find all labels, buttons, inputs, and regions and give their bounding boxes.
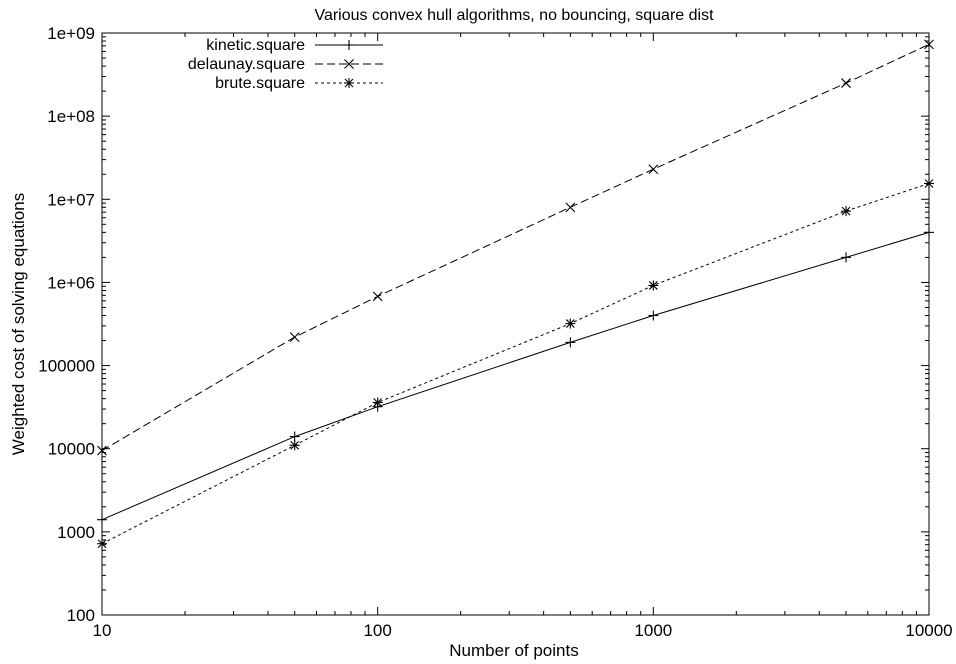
- data-point-brute.square: [565, 318, 576, 329]
- data-point-brute.square: [97, 538, 107, 549]
- data-point-kinetic.square: [648, 310, 659, 321]
- series-line-delaunay.square: [101, 43, 930, 452]
- legend-label-kinetic.square: kinetic.square: [206, 37, 305, 54]
- data-point-delaunay.square: [841, 78, 851, 88]
- legend-marker-delaunay.square: [344, 59, 354, 69]
- y-axis-title: Weighted cost of solving equations: [9, 193, 28, 455]
- x-axis-title: Number of points: [449, 641, 578, 660]
- data-point-brute.square: [924, 178, 934, 189]
- plot-frame: [101, 32, 930, 616]
- series-delaunay.square: [97, 39, 934, 456]
- legend-label-delaunay.square: delaunay.square: [188, 56, 305, 73]
- data-point-kinetic.square: [97, 514, 107, 525]
- data-point-brute.square: [841, 206, 852, 217]
- series-line-kinetic.square: [101, 231, 930, 521]
- x-tick-label: 100: [363, 621, 391, 640]
- plot-axes: 10 100 1000 100001001000100001000001e+061e+…: [38, 24, 952, 640]
- data-point-delaunay.square: [372, 291, 383, 302]
- y-tick-label: 10000: [48, 440, 95, 459]
- y-tick-label: 1e+06: [47, 273, 95, 292]
- series-kinetic.square: [97, 227, 934, 525]
- data-point-brute.square: [372, 397, 383, 408]
- y-tick-label: 1e+08: [47, 107, 95, 126]
- y-tick-label: 100000: [38, 357, 95, 376]
- series-line-brute.square: [101, 183, 930, 545]
- legend-marker-kinetic.square: [344, 40, 354, 50]
- plot-series: [97, 39, 934, 549]
- y-tick-label: 1e+07: [47, 190, 95, 209]
- legend-marker-brute.square: [344, 78, 354, 88]
- data-point-kinetic.square: [289, 431, 300, 442]
- data-point-brute.square: [289, 440, 300, 451]
- x-tick-label: 10000: [905, 621, 952, 640]
- data-point-kinetic.square: [841, 252, 852, 263]
- data-point-delaunay.square: [97, 445, 107, 456]
- data-point-delaunay.square: [924, 39, 934, 50]
- data-point-delaunay.square: [289, 332, 300, 342]
- x-tick-label: 10: [93, 621, 112, 640]
- legend: kinetic.square delaunay.square brute.squar…: [188, 37, 383, 92]
- data-point-brute.square: [648, 280, 659, 291]
- series-brute.square: [97, 178, 934, 549]
- x-tick-label: 1000: [634, 621, 672, 640]
- y-tick-label: 1e+09: [47, 24, 95, 43]
- data-point-delaunay.square: [648, 164, 659, 175]
- data-point-kinetic.square: [924, 227, 934, 238]
- chart-title: Various convex hull algorithms, no bounc…: [314, 7, 714, 24]
- y-tick-label: 100: [67, 606, 95, 625]
- data-point-kinetic.square: [565, 337, 576, 348]
- y-tick-label: 1000: [57, 523, 95, 542]
- data-point-delaunay.square: [565, 202, 576, 213]
- legend-label-brute.square: brute.square: [215, 75, 305, 92]
